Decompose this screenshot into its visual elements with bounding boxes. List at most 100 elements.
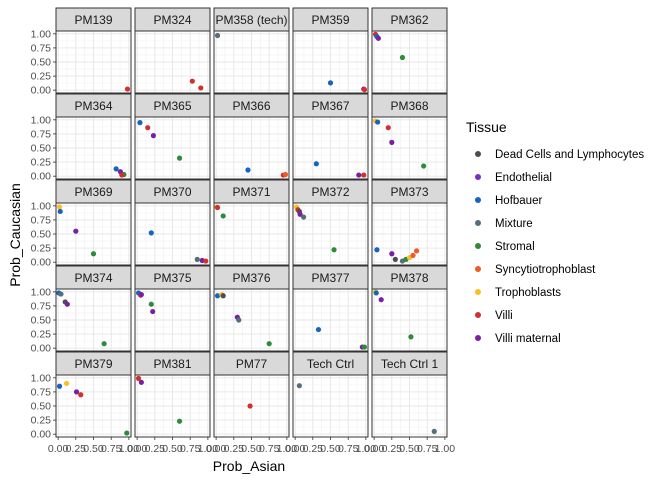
panel-grid bbox=[56, 375, 131, 437]
x-tick-label: 0.75 bbox=[180, 443, 201, 455]
x-tick-label: 0.50 bbox=[320, 443, 341, 455]
y-tick-label: 0.50 bbox=[31, 401, 52, 413]
panel-border bbox=[213, 116, 290, 180]
facet-label: PM365 bbox=[153, 99, 191, 113]
facet-panel: PM377 bbox=[292, 265, 369, 352]
data-point bbox=[148, 301, 154, 307]
facet-label: PM364 bbox=[74, 99, 112, 113]
panel-grid bbox=[293, 203, 368, 265]
data-point bbox=[73, 389, 80, 395]
facet-panel: PM381 bbox=[134, 351, 211, 438]
panel-border bbox=[134, 30, 211, 94]
facet-panel: PM370 bbox=[134, 179, 211, 266]
facet-label: PM359 bbox=[311, 13, 349, 27]
facet-panel: PM368 bbox=[371, 93, 448, 180]
panel-grid bbox=[135, 203, 210, 265]
data-point bbox=[135, 375, 142, 381]
data-point bbox=[356, 172, 362, 178]
y-tick-label: 0.00 bbox=[31, 429, 52, 441]
facet-label: PM77 bbox=[236, 357, 268, 371]
facet-label: PM368 bbox=[390, 99, 428, 113]
data-point bbox=[313, 161, 319, 167]
y-tick-label: 0.50 bbox=[31, 57, 52, 69]
panel-grid bbox=[214, 117, 289, 179]
x-tick-label: 0.25 bbox=[224, 443, 245, 455]
data-point bbox=[64, 301, 70, 307]
panel-grid bbox=[372, 31, 447, 93]
x-tick-label: 0.50 bbox=[83, 443, 104, 455]
data-point bbox=[138, 379, 144, 385]
x-tick-label: 0.75 bbox=[417, 443, 438, 455]
data-point bbox=[189, 78, 195, 84]
legend-item: Stromal bbox=[475, 241, 535, 253]
facet-label: PM372 bbox=[311, 185, 349, 199]
facet-panel: PM364 bbox=[55, 93, 132, 180]
facet-panel: PM379 bbox=[55, 351, 132, 438]
data-point bbox=[113, 166, 119, 172]
panel-grid bbox=[293, 117, 368, 179]
facet-panel: PM362 bbox=[371, 7, 448, 94]
data-point bbox=[78, 392, 84, 398]
facet-panel: PM366 bbox=[213, 93, 290, 180]
data-point bbox=[150, 133, 156, 139]
facet-panel: PM372 bbox=[292, 179, 369, 266]
panel-border bbox=[371, 30, 448, 94]
data-point bbox=[137, 120, 143, 126]
facet-label: PM362 bbox=[390, 13, 428, 27]
data-point bbox=[389, 139, 395, 145]
legend-key bbox=[475, 289, 481, 295]
facet-panel: PM378 bbox=[371, 265, 448, 352]
data-point bbox=[378, 297, 384, 303]
panel-border bbox=[213, 30, 290, 94]
panel-grid bbox=[56, 289, 131, 351]
legend-label: Hofbauer bbox=[495, 195, 542, 207]
panel-border bbox=[292, 30, 369, 94]
panel-grid bbox=[293, 289, 368, 351]
data-point bbox=[90, 251, 97, 257]
x-tick-label: 0.75 bbox=[338, 443, 359, 455]
legend-item: Villi bbox=[475, 310, 513, 322]
data-point bbox=[138, 292, 144, 298]
data-point bbox=[214, 293, 221, 299]
facet-label: PM324 bbox=[153, 13, 191, 27]
facet-label: PM381 bbox=[153, 357, 191, 371]
y-tick-label: 0.75 bbox=[31, 42, 52, 54]
legend-item: Endothelial bbox=[475, 172, 552, 184]
legend: Tissue Dead Cells and Lymphocytes Endothe… bbox=[466, 119, 644, 345]
facet-panel: PM139 bbox=[55, 7, 132, 94]
data-point bbox=[301, 214, 307, 220]
facet-panel: PM324 bbox=[134, 7, 211, 94]
data-point bbox=[57, 208, 63, 215]
panel-border bbox=[371, 288, 448, 352]
y-tick-label: 0.00 bbox=[31, 85, 52, 97]
facet-label: PM371 bbox=[232, 185, 270, 199]
panel-grid bbox=[135, 289, 210, 351]
data-point bbox=[194, 256, 200, 262]
facet-panel: PM374 bbox=[55, 265, 132, 352]
x-tick-label: 0.25 bbox=[382, 443, 403, 455]
panel-grid bbox=[293, 375, 368, 437]
x-tick-label: 1.00 bbox=[119, 443, 140, 455]
legend-label: Endothelial bbox=[495, 172, 552, 184]
y-tick-label: 0.00 bbox=[31, 343, 52, 355]
legend-item: Hofbauer bbox=[475, 195, 542, 207]
legend-item: Syncytiotrophoblast bbox=[475, 264, 596, 276]
panel-border bbox=[292, 288, 369, 352]
y-tick-label: 0.50 bbox=[31, 229, 52, 241]
legend-key bbox=[475, 197, 481, 203]
panel-grid bbox=[214, 375, 289, 437]
facet-label: PM366 bbox=[232, 99, 270, 113]
data-point bbox=[145, 125, 151, 131]
x-tick-label: 0.75 bbox=[101, 443, 122, 455]
data-point bbox=[198, 85, 204, 91]
panel-border bbox=[371, 116, 448, 180]
data-point bbox=[327, 80, 334, 86]
panel-border bbox=[213, 288, 290, 352]
data-point bbox=[373, 290, 379, 296]
x-tick-label: 0.25 bbox=[66, 443, 87, 455]
data-point bbox=[331, 247, 337, 253]
data-point bbox=[220, 293, 226, 299]
facet-label: PM370 bbox=[153, 185, 191, 199]
x-tick-label: 0.00 bbox=[364, 443, 385, 455]
